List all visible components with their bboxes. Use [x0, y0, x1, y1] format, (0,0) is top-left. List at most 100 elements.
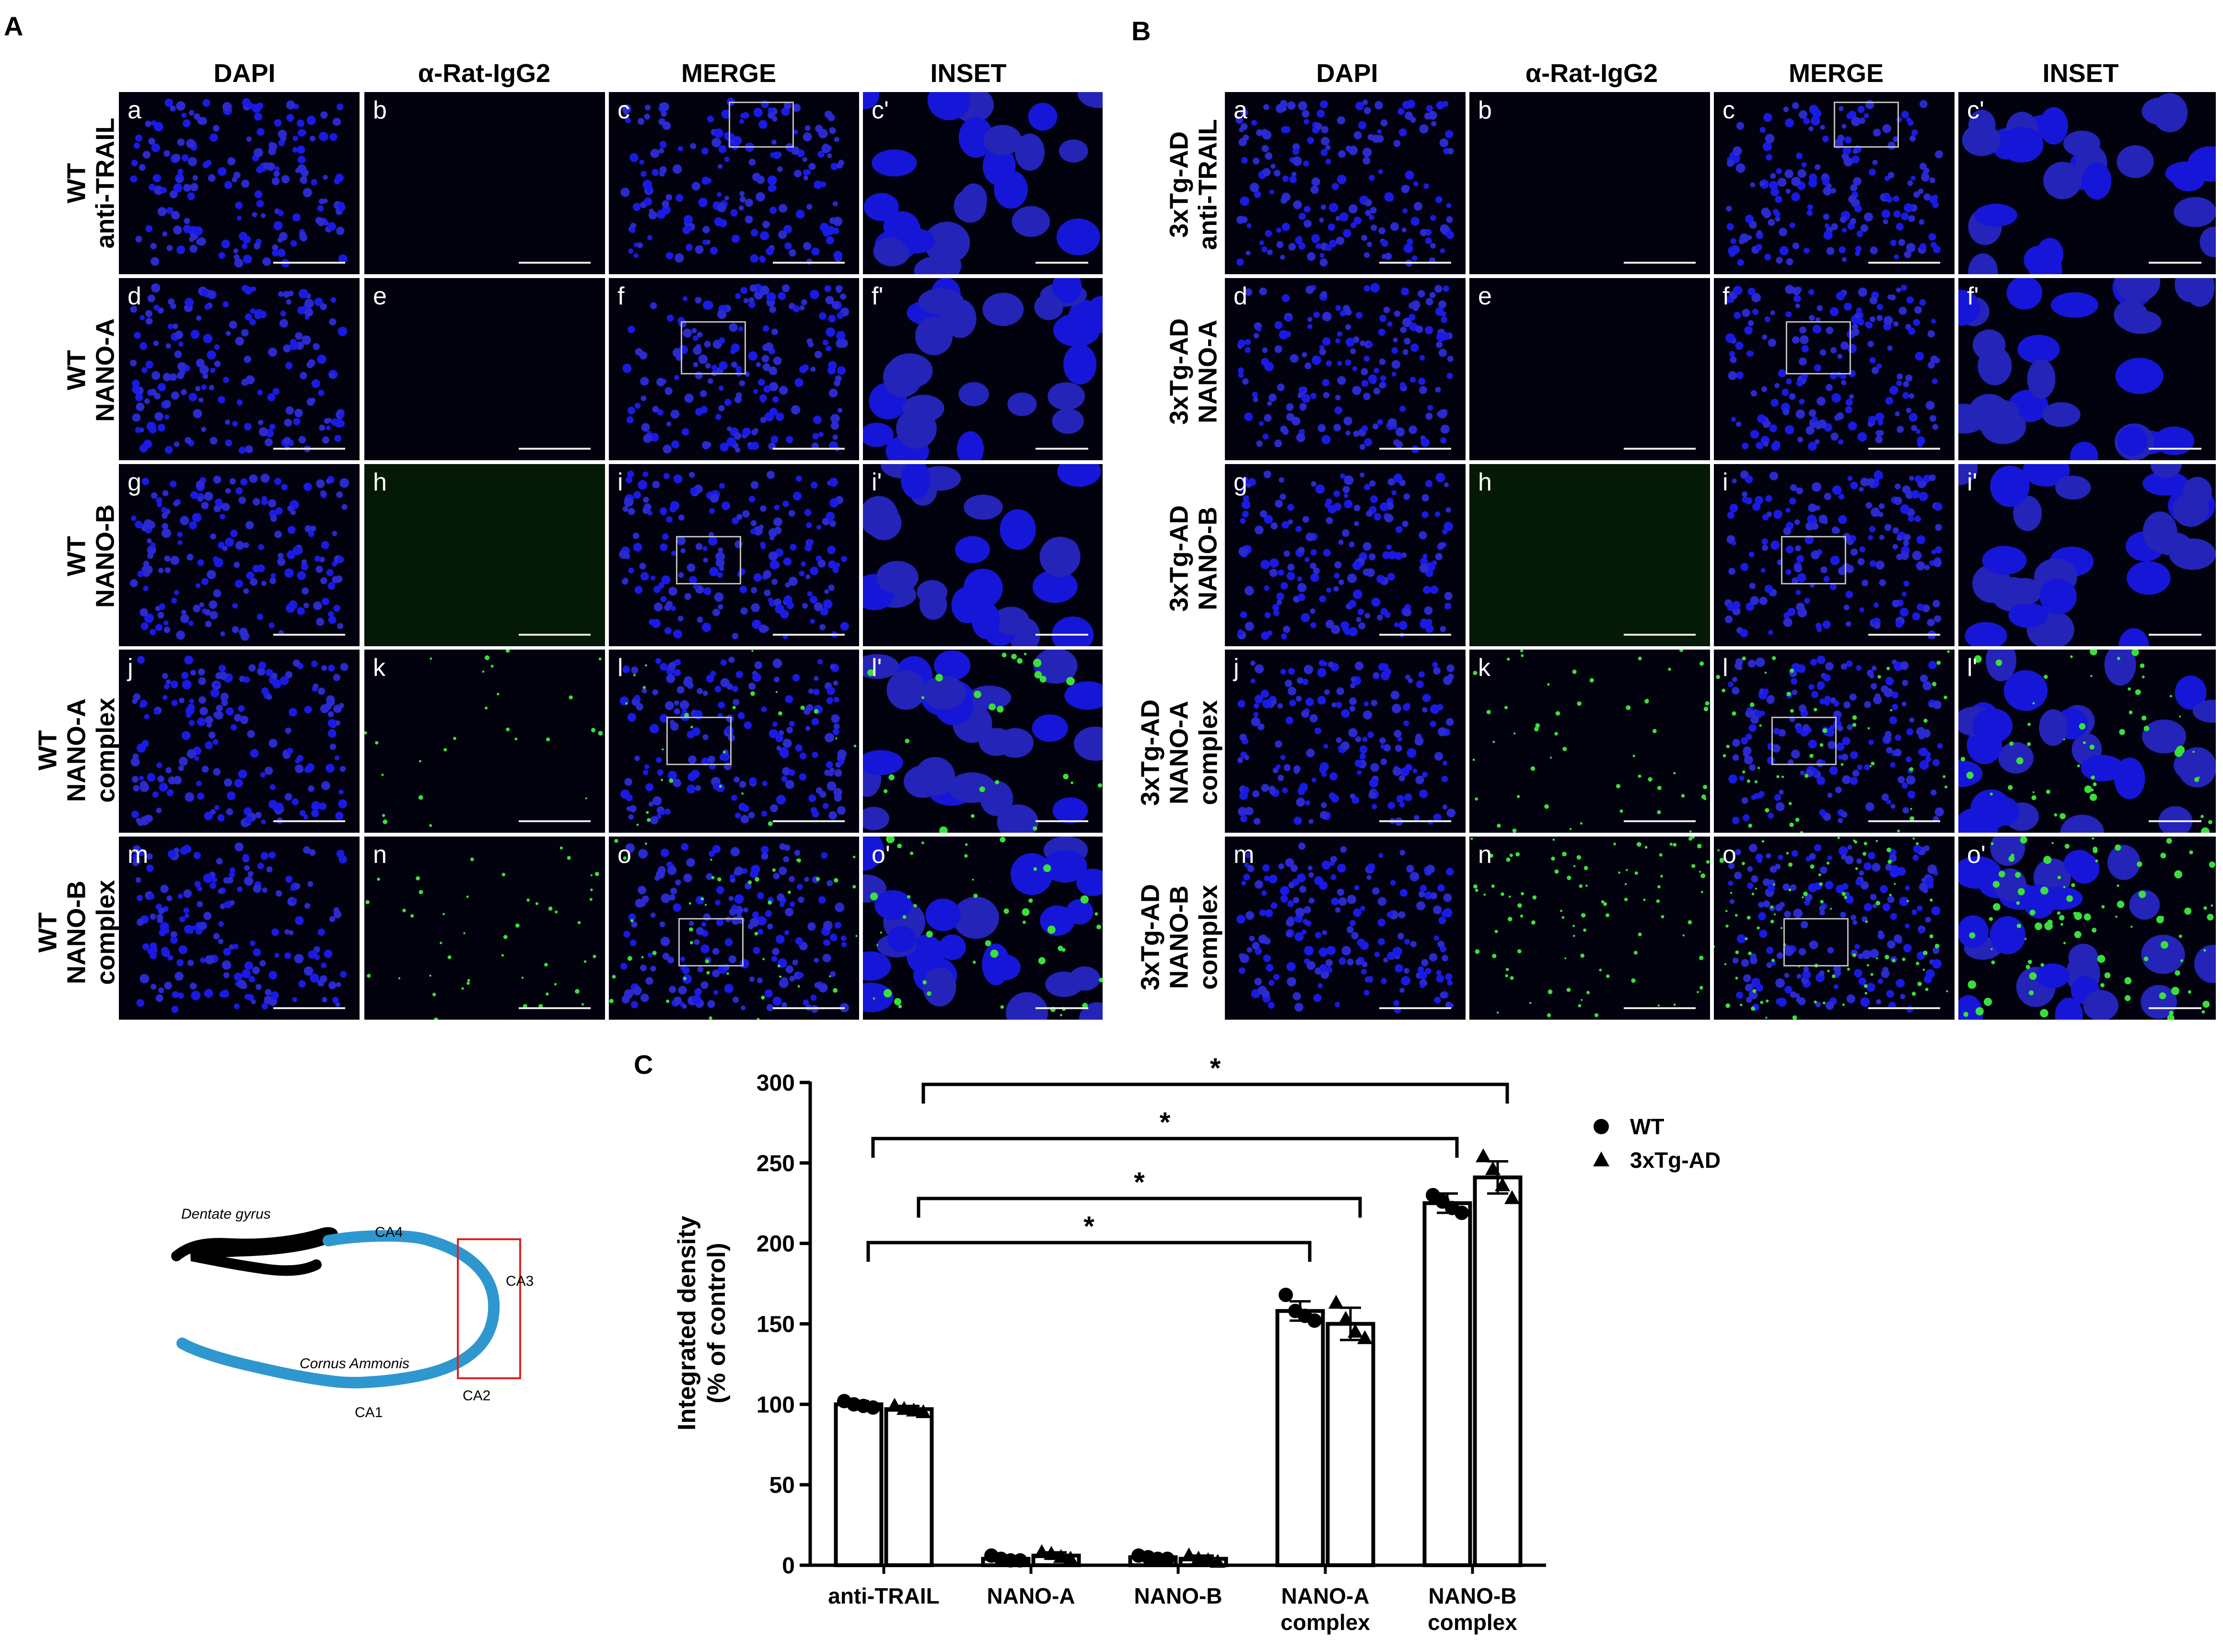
- data-point-3xtg: [1476, 1148, 1491, 1163]
- ca2-ca3-selection-box: [457, 1238, 521, 1379]
- scale-bar: [273, 448, 345, 450]
- col-header-antibody: α-Rat-IgG2: [1525, 59, 1658, 88]
- significance-star: *: [1083, 1211, 1094, 1242]
- x-tick-label: NANO-B: [1429, 1583, 1517, 1608]
- data-point-3xtg: [916, 1404, 931, 1419]
- micrograph-inset: l': [863, 650, 1103, 833]
- x-tick-label: NANO-A: [987, 1583, 1075, 1608]
- data-point-3xtg: [1053, 1549, 1069, 1563]
- significance-bracket: [921, 1082, 1509, 1104]
- scale-bar: [1868, 820, 1940, 822]
- subpanel-letter: f: [1723, 282, 1730, 310]
- significance-bracket: [917, 1197, 1362, 1218]
- x-tick-label: complex: [1428, 1610, 1517, 1635]
- micrograph-antibody: n: [1469, 837, 1710, 1020]
- micrograph-inset: i': [863, 464, 1103, 646]
- micrograph-dapi: m: [119, 837, 360, 1020]
- scale-bar: [1624, 448, 1696, 450]
- inset-region-box: [681, 321, 746, 374]
- subpanel-letter: f: [617, 282, 625, 310]
- subpanel-letter: b: [373, 96, 387, 124]
- significance-star: *: [1134, 1167, 1145, 1198]
- subpanel-letter: l: [1723, 654, 1728, 682]
- micrograph-antibody: k: [364, 650, 605, 833]
- micrograph-dapi: d: [119, 278, 360, 460]
- scale-bar: [519, 634, 591, 636]
- micrograph-antibody: n: [364, 837, 605, 1020]
- bar-wt: [1422, 1201, 1472, 1567]
- significance-bracket: [871, 1137, 1459, 1158]
- micrograph-antibody: k: [1469, 650, 1710, 833]
- y-tick-label: 150: [757, 1312, 795, 1338]
- micrograph-merge: o: [1714, 837, 1955, 1020]
- dentate-gyrus-label: Dentate gyrus: [181, 1206, 271, 1222]
- micrograph-dapi: j: [119, 650, 360, 833]
- subpanel-letter: m: [1234, 841, 1255, 869]
- scale-bar: [1868, 1007, 1940, 1009]
- subpanel-letter: m: [128, 841, 149, 869]
- data-point-3xtg: [1328, 1294, 1344, 1309]
- significance-bracket: [866, 1241, 1312, 1262]
- legend-label: WT: [1630, 1114, 1664, 1139]
- scale-bar: [2149, 262, 2201, 264]
- micrograph-antibody: b: [364, 92, 605, 274]
- col-header-antibody: α-Rat-IgG2: [418, 59, 551, 88]
- data-point-3xtg: [1181, 1547, 1197, 1561]
- subpanel-letter: b: [1478, 96, 1492, 124]
- col-header-dapi: DAPI: [1316, 59, 1378, 88]
- scale-bar: [1379, 448, 1451, 450]
- bar-3xtg-ad: [1473, 1175, 1523, 1567]
- scale-bar: [273, 820, 345, 822]
- subpanel-letter: h: [1478, 468, 1492, 496]
- subpanel-letter: l': [1967, 654, 1978, 682]
- y-tick-label: 50: [769, 1473, 795, 1498]
- y-tick-label: 0: [782, 1553, 795, 1579]
- subpanel-letter: g: [128, 468, 141, 496]
- scale-bar: [1379, 820, 1451, 822]
- data-point-3xtg: [906, 1402, 921, 1417]
- cornus-ammonis-shape: [176, 1230, 500, 1389]
- hippocampus-diagram: Dentate gyrus Cornus Ammonis CA4 CA3 CA2…: [158, 1194, 580, 1443]
- subpanel-letter: j: [1234, 654, 1239, 682]
- scale-bar: [773, 1007, 845, 1009]
- scale-bar: [1036, 448, 1088, 450]
- micrograph-merge: o: [609, 837, 859, 1020]
- scale-bar: [519, 1007, 591, 1009]
- data-point-3xtg: [1357, 1330, 1373, 1344]
- bar-wt: [834, 1402, 884, 1567]
- data-point-wt: [1307, 1313, 1322, 1328]
- data-point-wt: [1279, 1288, 1293, 1303]
- micrograph-merge: i: [609, 464, 859, 646]
- y-axis-title: Integrated density: [673, 1216, 701, 1431]
- ca4-label: CA4: [375, 1224, 403, 1240]
- scale-bar: [519, 820, 591, 822]
- scale-bar: [273, 262, 345, 264]
- inset-region-box: [666, 717, 732, 765]
- scale-bar: [1868, 634, 1940, 636]
- subpanel-letter: c': [1967, 96, 1984, 124]
- ca1-label: CA1: [355, 1405, 383, 1420]
- scale-bar: [1379, 262, 1451, 264]
- scale-bar: [2149, 448, 2201, 450]
- scale-bar: [1036, 262, 1088, 264]
- data-point-3xtg: [1044, 1546, 1059, 1560]
- micrograph-inset: c': [1958, 92, 2216, 274]
- ca3-label: CA3: [506, 1273, 534, 1289]
- scale-bar: [1379, 634, 1451, 636]
- subpanel-letter: f': [1967, 282, 1979, 310]
- data-point-3xtg: [896, 1401, 912, 1415]
- subpanel-letter: i': [872, 468, 882, 496]
- inset-region-box: [729, 102, 794, 148]
- data-point-3xtg: [1191, 1550, 1206, 1565]
- significance-star: *: [1160, 1107, 1171, 1138]
- micrograph-inset: o': [1958, 837, 2216, 1020]
- y-tick-label: 200: [757, 1232, 795, 1257]
- data-point-3xtg: [1495, 1177, 1510, 1191]
- y-tick-label: 100: [757, 1392, 795, 1418]
- micrograph-merge: f: [609, 278, 859, 460]
- data-point-3xtg: [1485, 1161, 1501, 1175]
- scale-bar: [773, 448, 845, 450]
- x-tick-label: anti-TRAIL: [828, 1583, 940, 1608]
- y-axis-title: (% of control): [703, 1243, 731, 1403]
